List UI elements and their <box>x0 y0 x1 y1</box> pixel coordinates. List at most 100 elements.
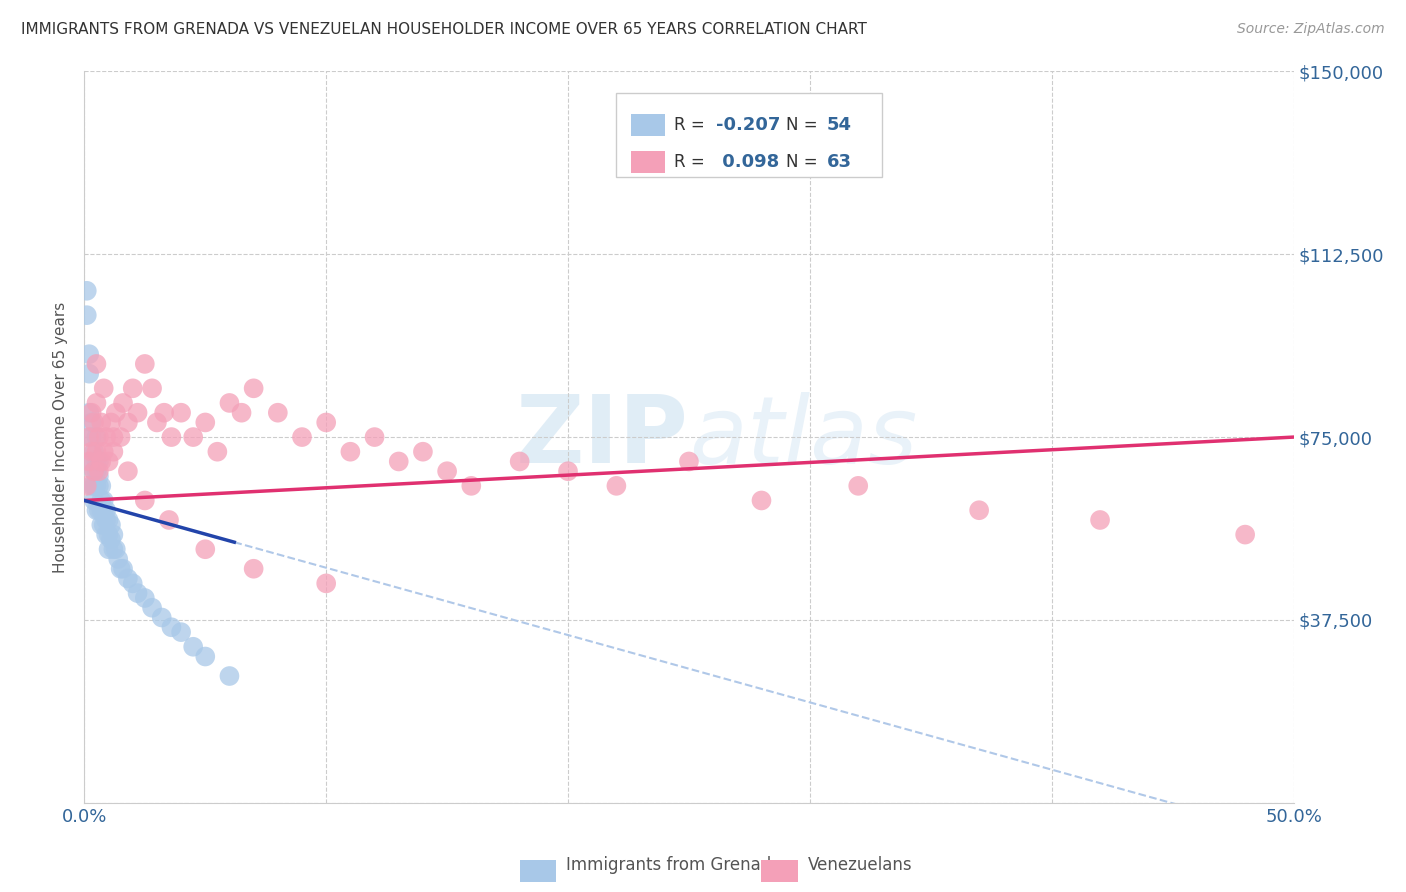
Point <box>83 444 105 458</box>
Point <box>86 454 108 468</box>
Point <box>83 416 105 430</box>
Point <box>77 454 100 468</box>
Point <box>121 381 143 395</box>
Point <box>100 517 122 532</box>
Point <box>112 562 135 576</box>
FancyBboxPatch shape <box>616 94 883 178</box>
Point <box>90 454 112 468</box>
Point <box>1234 527 1257 541</box>
Point <box>83 464 105 478</box>
Point <box>86 396 108 410</box>
Point <box>1088 513 1111 527</box>
Point <box>194 649 217 664</box>
Point <box>388 454 411 468</box>
Text: R =: R = <box>675 116 710 135</box>
Text: Source: ZipAtlas.com: Source: ZipAtlas.com <box>1237 22 1385 37</box>
Text: IMMIGRANTS FROM GRENADA VS VENEZUELAN HOUSEHOLDER INCOME OVER 65 YEARS CORRELATI: IMMIGRANTS FROM GRENADA VS VENEZUELAN HO… <box>21 22 868 37</box>
Point <box>83 464 105 478</box>
Point <box>80 444 103 458</box>
Point <box>134 357 156 371</box>
Point <box>104 406 127 420</box>
Bar <box>631 114 665 136</box>
Point <box>315 416 337 430</box>
Y-axis label: Householder Income Over 65 years: Householder Income Over 65 years <box>53 301 69 573</box>
Point <box>110 562 132 576</box>
Point <box>76 308 98 322</box>
Point <box>77 430 100 444</box>
Point <box>117 464 139 478</box>
Point <box>80 406 103 420</box>
Point <box>87 479 110 493</box>
Point <box>93 444 115 458</box>
Point <box>112 396 135 410</box>
Point <box>117 572 139 586</box>
Point <box>93 503 115 517</box>
Point <box>86 479 108 493</box>
Point <box>121 576 143 591</box>
Point <box>94 513 117 527</box>
Point <box>77 367 100 381</box>
Point <box>100 533 122 547</box>
Text: R =: R = <box>675 153 710 171</box>
Point <box>94 527 117 541</box>
Point <box>93 381 115 395</box>
Point <box>90 517 112 532</box>
Point <box>291 430 314 444</box>
Point <box>194 542 217 557</box>
Point <box>97 527 120 541</box>
Point <box>146 416 169 430</box>
Point <box>80 430 103 444</box>
Point <box>339 444 361 458</box>
Point <box>87 503 110 517</box>
Point <box>76 284 98 298</box>
Point <box>207 444 229 458</box>
Point <box>218 396 240 410</box>
Point <box>97 542 120 557</box>
Bar <box>520 860 555 882</box>
Point <box>87 430 110 444</box>
Point <box>436 464 458 478</box>
Point <box>160 620 183 634</box>
Point <box>242 381 264 395</box>
Point <box>77 406 100 420</box>
Point <box>87 454 110 468</box>
Point <box>153 406 176 420</box>
Point <box>170 625 193 640</box>
Point <box>846 479 869 493</box>
Point <box>86 430 108 444</box>
Point <box>93 493 115 508</box>
Text: 54: 54 <box>827 116 852 135</box>
Point <box>86 503 108 517</box>
Point <box>157 513 180 527</box>
Point <box>170 406 193 420</box>
Point <box>460 479 482 493</box>
Point <box>181 430 204 444</box>
Point <box>90 493 112 508</box>
Point <box>678 454 700 468</box>
Point <box>90 416 112 430</box>
Point <box>93 517 115 532</box>
Point <box>94 503 117 517</box>
Point <box>76 479 98 493</box>
Point <box>134 591 156 605</box>
Text: N =: N = <box>786 116 823 135</box>
Point <box>100 416 122 430</box>
Text: 63: 63 <box>827 153 852 171</box>
Point <box>86 357 108 371</box>
Point <box>267 406 290 420</box>
Point <box>90 503 112 517</box>
Point <box>90 479 112 493</box>
Point <box>94 430 117 444</box>
Point <box>605 479 627 493</box>
Point <box>103 444 125 458</box>
Point <box>141 381 163 395</box>
Point <box>509 454 531 468</box>
Point <box>315 576 337 591</box>
Point <box>231 406 253 420</box>
Point <box>160 430 183 444</box>
Point <box>194 416 217 430</box>
Point <box>83 479 105 493</box>
Text: ZIP: ZIP <box>516 391 689 483</box>
Point <box>80 454 103 468</box>
Point <box>83 493 105 508</box>
